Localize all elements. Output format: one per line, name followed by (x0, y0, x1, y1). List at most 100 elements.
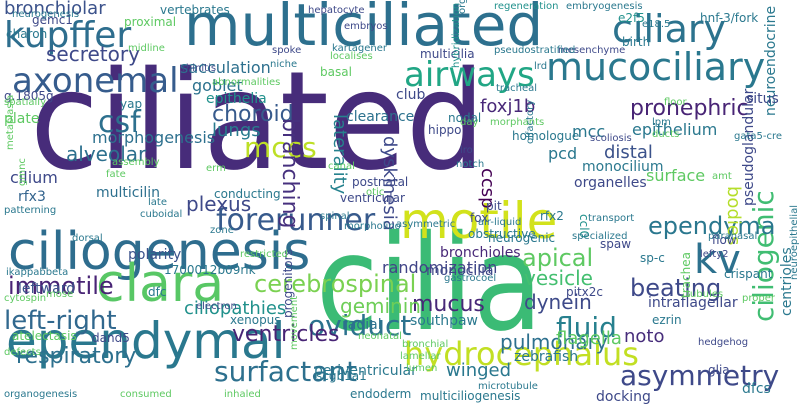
word: apical (522, 244, 594, 272)
word: cilia (316, 207, 543, 361)
word: scoliosis (590, 133, 632, 144)
word: surfactant (214, 355, 358, 388)
word: assembly (112, 157, 160, 168)
word: neurogenesis (12, 9, 80, 20)
word: ducts (652, 129, 680, 140)
word: forerunner (216, 203, 376, 238)
word: oviduct (308, 309, 412, 342)
word: atelectasis (12, 329, 77, 343)
word: axonemal (12, 61, 179, 101)
word: ciliogenesis (8, 222, 311, 282)
word: asymmetric (396, 219, 456, 230)
word: spatially (4, 97, 46, 108)
word: gmnc (17, 158, 28, 186)
word: movement (289, 295, 300, 350)
word: embryogenesis (566, 1, 643, 12)
word: homologue (512, 129, 580, 143)
word: spoke (272, 45, 302, 56)
word: scgb1a1 (316, 369, 367, 383)
word: surface (646, 166, 706, 185)
word: beating (630, 274, 722, 302)
word: situs (746, 91, 779, 107)
word: clearance (346, 109, 415, 125)
word: dand5 (92, 331, 130, 345)
word: gata5-cre (734, 131, 783, 142)
word: motile (400, 192, 558, 250)
word: localises (330, 51, 373, 62)
word: rfx2 (540, 209, 564, 223)
word: gastrocoel (444, 273, 497, 284)
word: organelles (574, 175, 647, 191)
word: glia (708, 363, 730, 377)
word: lpm (652, 117, 671, 128)
word: embryos (344, 21, 388, 32)
word: monocilia (426, 263, 494, 279)
word: csf (98, 105, 141, 140)
word: obstructive (468, 227, 536, 241)
word: niche (270, 59, 298, 70)
word: consumed (120, 389, 172, 400)
word: epithelium (632, 120, 718, 139)
word: birth (622, 35, 651, 49)
word: erm (206, 163, 226, 174)
word: e18.5 (642, 19, 671, 30)
word: choroid (212, 102, 294, 127)
word: ciliary (612, 7, 726, 51)
word: pcd (548, 144, 578, 163)
word: bronchiolar (4, 0, 106, 19)
word: dorsal (72, 233, 103, 244)
word: hydrocephalus (404, 335, 639, 373)
word: otic (366, 187, 385, 198)
word: paranasal (708, 231, 758, 242)
word: hedgehog (698, 337, 749, 348)
word: multiciliated (184, 0, 544, 59)
word: conducting (214, 187, 281, 201)
word: ventricular (340, 191, 405, 205)
word: zone (210, 225, 234, 236)
word: lungs (212, 120, 261, 141)
word: neurogenic (488, 231, 556, 245)
word: mucociliary (546, 45, 766, 89)
word: ezrin (652, 313, 682, 327)
word: mcc (572, 122, 606, 141)
word: ependymal (6, 312, 286, 370)
word: nodal (448, 111, 482, 125)
word: rhinitis (182, 63, 217, 74)
word: intraflagellar (648, 295, 738, 311)
word: endoderm (350, 387, 412, 401)
word: clara (96, 254, 225, 314)
word: defects (4, 347, 41, 358)
word: postnatal (352, 175, 409, 189)
word: crispant (724, 267, 773, 281)
word: microtubule (478, 381, 538, 392)
word: noto (624, 326, 665, 347)
word: airways (404, 55, 535, 95)
word: flagella (556, 328, 622, 349)
word: transport (588, 213, 635, 224)
word: morphogenesis (92, 128, 216, 147)
word: monocilium (582, 159, 664, 175)
word: yap (120, 97, 143, 111)
word: notch (456, 159, 485, 170)
word: morpholino (344, 221, 401, 232)
word: proximal (124, 15, 177, 29)
word: spaw (600, 237, 632, 251)
word: multicilia (420, 47, 475, 61)
word: patterning (4, 205, 57, 216)
word: plate (4, 111, 40, 127)
word: dfcs (742, 381, 771, 397)
word: polarity (128, 247, 182, 263)
word: laterality (329, 114, 350, 195)
word: winged (446, 360, 512, 381)
word: morphants (490, 117, 545, 128)
word: foxj1b (480, 96, 536, 117)
word: cilium (10, 168, 58, 187)
word: kupffer (4, 15, 132, 56)
word: geminin (340, 294, 421, 318)
word: midline (128, 43, 165, 54)
word: g.1805g (4, 89, 54, 103)
word: periventricular (314, 363, 417, 379)
word: ikappabbeta (6, 267, 69, 278)
word: tracheal (496, 83, 538, 94)
